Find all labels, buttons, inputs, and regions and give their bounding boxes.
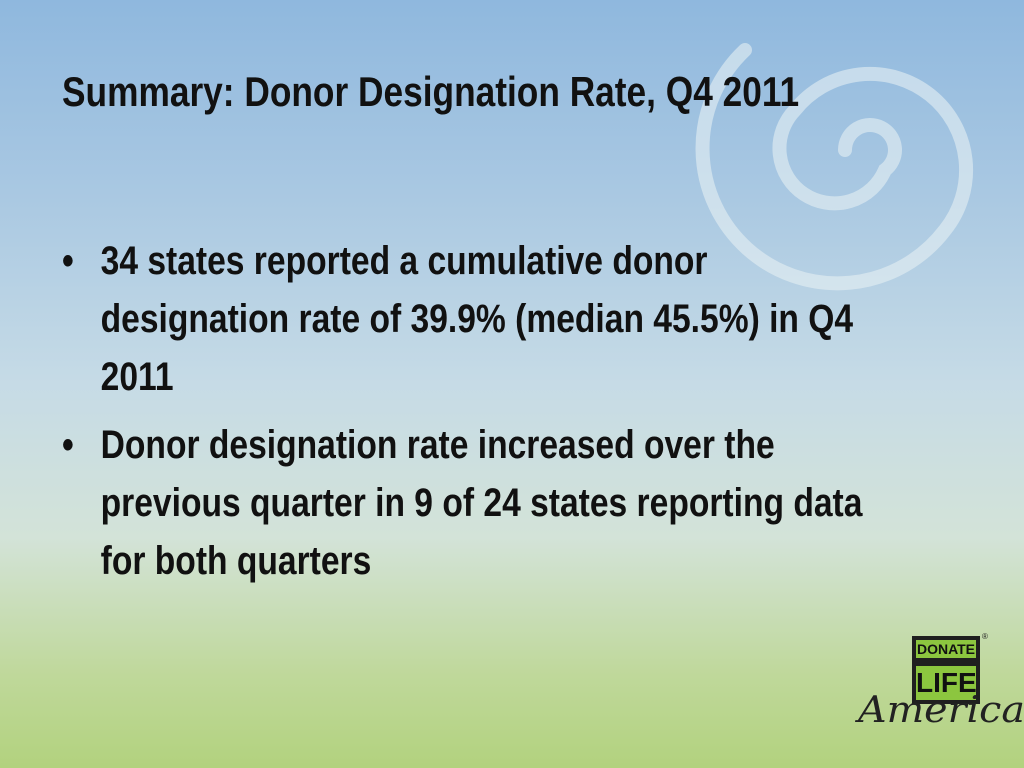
bullet: Donor designation rate increased over th…	[62, 416, 902, 590]
logo: DONATE LIFE ® America	[858, 632, 1024, 742]
logo-middle: LIFE	[916, 666, 977, 700]
logo-top: DONATE	[916, 640, 976, 658]
bullet-list: 34 states reported a cumulative donor de…	[62, 232, 902, 600]
logo-mark: ®	[982, 632, 988, 641]
bullet: 34 states reported a cumulative donor de…	[62, 232, 902, 406]
logo-script: America	[858, 690, 1024, 731]
slide-title: Summary: Donor Designation Rate, Q4 2011	[62, 68, 800, 115]
logo-box: DONATE LIFE	[912, 636, 980, 704]
